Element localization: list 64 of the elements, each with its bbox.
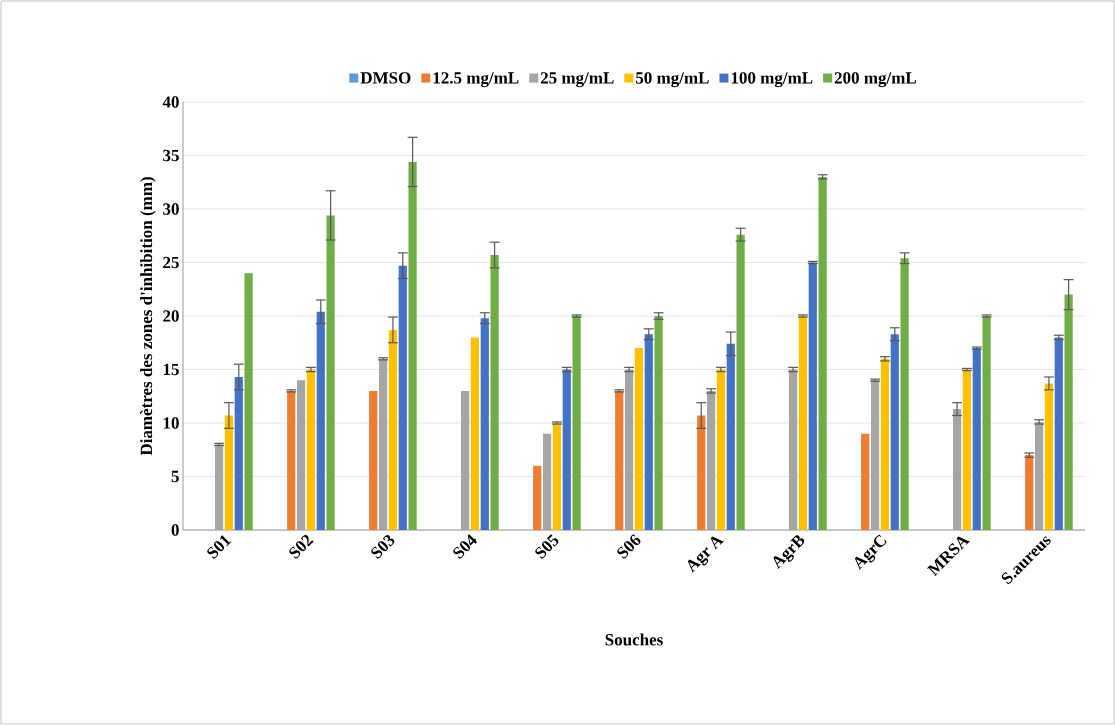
legend-label: 100 mg/mL [731,72,813,88]
bar [716,369,726,530]
x-axis-title: Souches [605,633,663,646]
y-tick-label: 40 [162,96,179,108]
bar [1064,294,1073,530]
bar [287,390,296,530]
bar [562,369,571,530]
bar [326,215,335,530]
y-tick-label: 15 [163,363,179,376]
bar [982,316,991,530]
bar [369,390,378,530]
bar [470,337,480,530]
bar [880,358,890,530]
bar [615,390,624,530]
bar [1054,337,1063,530]
x-tick-label: S06 [617,534,641,559]
bar [634,348,644,530]
bar [490,255,499,530]
bar [726,343,735,530]
bar [644,334,653,530]
bar [962,369,972,530]
bar [552,423,562,530]
bar [398,265,407,530]
legend-label: 50 mg/mL [635,72,709,88]
y-tick-label: 30 [163,203,179,215]
x-tick-label: Agr A [687,536,724,573]
bar [234,376,243,530]
x-tick-label: S03 [371,535,395,559]
bar [654,316,663,530]
bar [408,161,417,530]
legend-label: DMSO [360,72,411,84]
y-tick-label: 35 [163,149,179,162]
x-tick-label: S01 [207,535,232,559]
y-tick-label: 0 [171,524,179,536]
bar [890,334,899,530]
bar [1044,383,1054,530]
bar [697,415,706,530]
x-tick-label: S04 [453,534,477,559]
legend-label: 12.5 mg/mL [433,72,519,88]
y-axis-title: Diamètres des zones d'inhibition (mm) [140,177,156,456]
bar [480,318,489,530]
y-tick-label: 10 [163,417,179,429]
legend-label: 25 mg/mL [540,72,614,88]
bar [244,273,253,530]
bar [316,311,325,530]
y-tick-label: 5 [171,470,179,483]
bar [972,348,981,530]
legend-label: 200 mg/mL [834,72,917,88]
bar [533,465,542,530]
bar [736,234,745,530]
bar [388,329,398,530]
y-tick-label: 25 [163,256,179,269]
bar [1025,455,1034,530]
bar [808,262,817,530]
bar [861,433,870,530]
x-tick-label: S02 [289,535,314,559]
bar [818,176,827,530]
bar [224,415,234,530]
bar [900,258,909,530]
bar [572,316,581,530]
bar [798,316,808,530]
y-tick-label: 20 [163,310,179,322]
x-tick-label: S05 [535,534,559,559]
bar [306,369,316,530]
